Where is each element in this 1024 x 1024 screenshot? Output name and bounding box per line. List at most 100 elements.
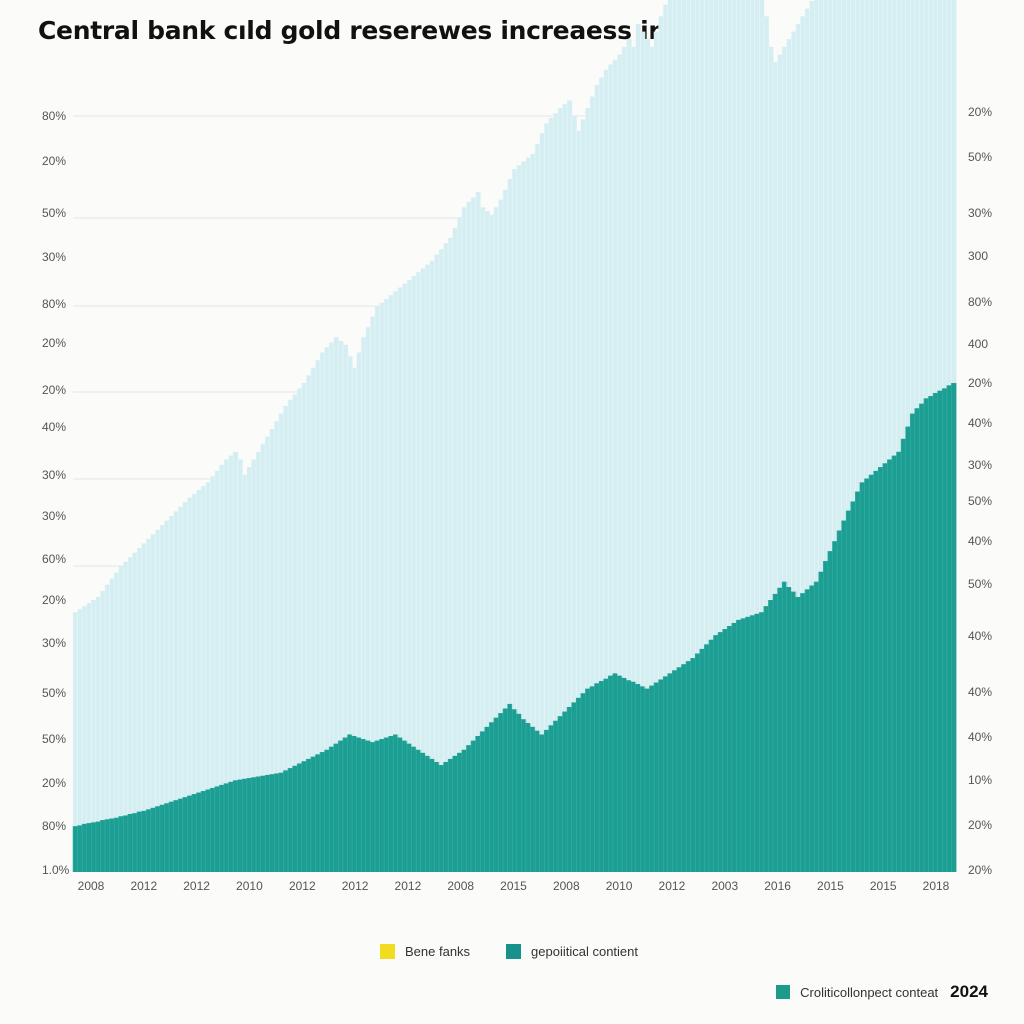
bar-light — [525, 157, 531, 872]
x-tick-label: 2015 — [500, 879, 527, 893]
bar-light — [859, 0, 865, 872]
bar-dark — [562, 711, 568, 872]
bar-light — [187, 497, 193, 872]
footer-legend: Croliticollonpect conteat 2024 — [776, 982, 988, 1002]
bar-light — [237, 459, 243, 872]
footer-year: 2024 — [950, 982, 988, 1001]
bar-dark — [114, 817, 120, 872]
bar-light — [214, 470, 220, 872]
bar-light — [548, 117, 554, 873]
bar-light — [589, 96, 595, 873]
x-tick-label: 2018 — [923, 879, 950, 893]
bar-dark — [191, 794, 197, 872]
bar-light — [127, 557, 133, 872]
bar-light — [397, 287, 403, 872]
bar-dark — [589, 686, 595, 872]
bar-dark — [603, 678, 609, 872]
bar-dark — [740, 618, 746, 872]
bar-light — [745, 0, 751, 872]
bar-dark — [654, 682, 660, 872]
bar-dark — [406, 743, 412, 872]
right-tick-label: 20% — [968, 818, 992, 832]
bar-light — [699, 0, 705, 873]
left-tick-label: 20% — [42, 336, 66, 350]
bar-light — [164, 520, 170, 872]
right-tick-label: 50% — [968, 150, 992, 164]
bar-dark — [846, 510, 852, 872]
bar-dark — [269, 774, 275, 872]
bar-light — [654, 31, 660, 873]
bar-dark — [379, 739, 385, 872]
bar-light — [553, 113, 559, 873]
left-tick-label: 50% — [42, 686, 66, 700]
bar-dark — [827, 551, 833, 872]
x-tick-label: 2008 — [553, 879, 580, 893]
bar-light — [100, 590, 106, 872]
left-tick-label: 30% — [42, 468, 66, 482]
bar-dark — [219, 784, 225, 872]
bar-light — [713, 0, 719, 873]
bar-dark — [727, 625, 733, 872]
bar-dark — [786, 587, 792, 872]
bar-dark — [750, 615, 756, 872]
bar-dark — [91, 822, 97, 872]
bar-dark — [187, 795, 193, 872]
bar-dark — [818, 571, 824, 872]
bar-light — [521, 161, 527, 873]
bar-dark — [278, 772, 284, 872]
bar-dark — [635, 684, 641, 872]
bar-dark — [141, 810, 147, 872]
bar-dark — [169, 801, 175, 872]
bar-light — [516, 165, 522, 873]
bar-dark — [791, 591, 797, 872]
bar-dark — [288, 768, 294, 872]
bar-light — [365, 327, 371, 872]
right-tick-label: 50% — [968, 577, 992, 591]
bar-light — [768, 46, 774, 872]
bar-dark — [914, 408, 920, 872]
bar-light — [676, 0, 682, 872]
bar-light — [557, 108, 563, 872]
bar-light — [772, 62, 778, 873]
bar-dark — [493, 717, 499, 872]
bar-light — [347, 356, 353, 872]
bar-dark — [951, 383, 957, 872]
left-tick-label: 50% — [42, 732, 66, 746]
x-tick-label: 2012 — [289, 879, 316, 893]
bar-dark — [708, 639, 714, 872]
bar-dark — [681, 664, 687, 872]
bar-dark — [713, 635, 719, 872]
bar-light — [155, 529, 161, 872]
bar-light — [169, 515, 175, 872]
left-tick-label: 30% — [42, 636, 66, 650]
bar-dark — [690, 658, 696, 872]
bar-light — [210, 476, 216, 872]
bar-dark — [878, 467, 884, 872]
bar-light — [439, 249, 444, 873]
x-tick-label: 2012 — [130, 879, 157, 893]
bar-light — [759, 0, 765, 873]
bar-light — [310, 367, 316, 872]
bar-dark — [283, 770, 289, 872]
bar-light — [727, 0, 733, 873]
bar-dark — [503, 708, 509, 872]
bar-dark — [461, 749, 467, 872]
bar-dark — [338, 740, 344, 872]
bar-dark — [73, 826, 78, 872]
x-tick-label: 2012 — [342, 879, 369, 893]
right-tick-label: 10% — [968, 773, 992, 787]
bar-dark — [608, 675, 614, 872]
bar-light — [352, 367, 358, 872]
bar-dark — [837, 530, 843, 872]
bar-dark — [265, 774, 271, 872]
bar-dark — [471, 740, 477, 872]
bar-dark — [585, 688, 591, 872]
legend-swatch-teal — [506, 944, 522, 959]
bar-light — [562, 104, 568, 873]
bar-light — [95, 596, 101, 872]
bar-dark — [530, 726, 536, 872]
bar-dark — [649, 685, 655, 872]
bar-light — [356, 352, 362, 873]
bar-light — [370, 316, 376, 872]
bar-dark — [640, 686, 646, 872]
